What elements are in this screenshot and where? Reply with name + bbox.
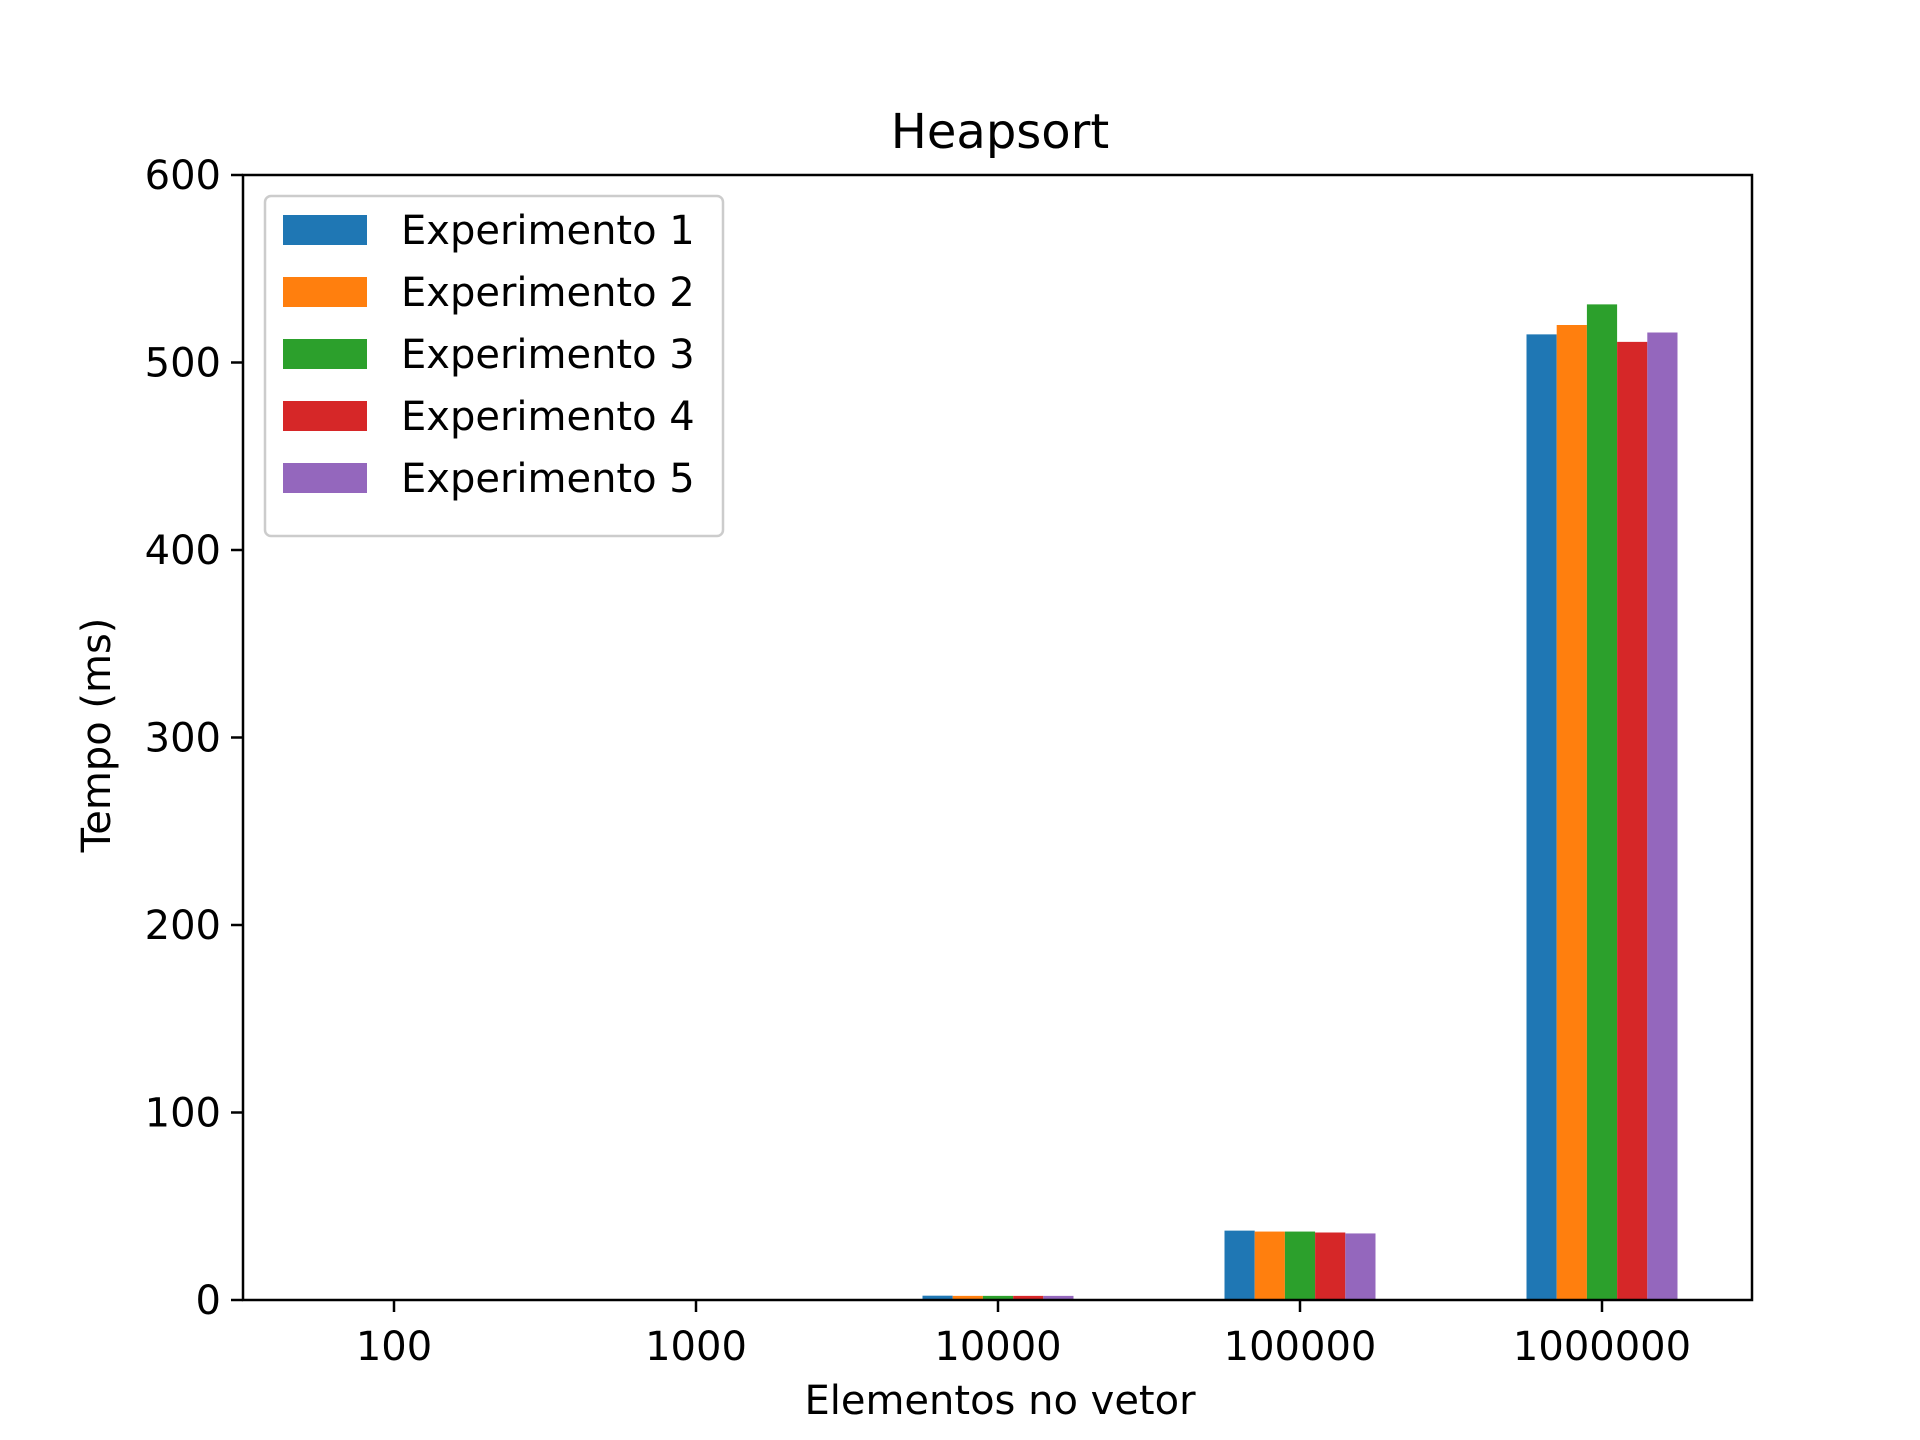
legend-swatch	[283, 339, 367, 369]
legend-label: Experimento 4	[401, 394, 695, 440]
bar	[1315, 1232, 1346, 1300]
bar	[922, 1295, 953, 1300]
legend: Experimento 1 Experimento 2 Experimento 3 E…	[263, 194, 725, 538]
x-tick-label: 100000	[1224, 1324, 1377, 1370]
bar	[1254, 1231, 1285, 1300]
legend-label: Experimento 1	[401, 208, 695, 254]
legend-label: Experimento 5	[401, 456, 695, 502]
bar	[1617, 341, 1648, 1300]
plot-frame	[241, 173, 1754, 1302]
x-tick-label: 1000000	[1513, 1324, 1691, 1370]
y-tick-label: 500	[145, 341, 221, 387]
legend-swatch	[283, 463, 367, 493]
bar	[1013, 1295, 1044, 1300]
bar	[1345, 1233, 1376, 1300]
legend-swatch	[283, 215, 367, 245]
y-axis-title: Tempo (ms)	[74, 618, 120, 854]
bar	[1556, 325, 1587, 1300]
x-tick-label: 10000	[934, 1324, 1061, 1370]
bar	[1043, 1295, 1074, 1300]
y-tick-label: 100	[145, 1091, 221, 1137]
y-tick-label: 200	[145, 903, 221, 949]
legend-label: Experimento 2	[401, 270, 695, 316]
bar	[1224, 1230, 1255, 1300]
x-axis: 100 1000 10000 100000 1000000	[356, 1300, 1691, 1370]
bars-group	[318, 304, 1678, 1300]
bar	[982, 1295, 1014, 1300]
legend-swatch	[283, 277, 367, 307]
legend-swatch	[283, 401, 367, 431]
y-tick-label: 300	[145, 716, 221, 762]
bar	[1526, 334, 1557, 1300]
x-tick-label: 100	[356, 1324, 432, 1370]
x-axis-title: Elementos no vetor	[804, 1378, 1196, 1424]
bar	[952, 1295, 983, 1300]
legend-label: Experimento 3	[401, 332, 695, 378]
legend-box	[263, 194, 725, 538]
y-tick-label: 400	[145, 528, 221, 574]
y-axis: 0 100 200 300 400 500 600	[145, 153, 243, 1324]
bar	[1284, 1231, 1316, 1300]
y-tick-label: 600	[145, 153, 221, 199]
bar	[1647, 332, 1678, 1300]
chart-title: Heapsort	[891, 104, 1109, 160]
x-tick-label: 1000	[645, 1324, 747, 1370]
bar	[1586, 304, 1618, 1300]
y-tick-label: 0	[196, 1278, 221, 1324]
